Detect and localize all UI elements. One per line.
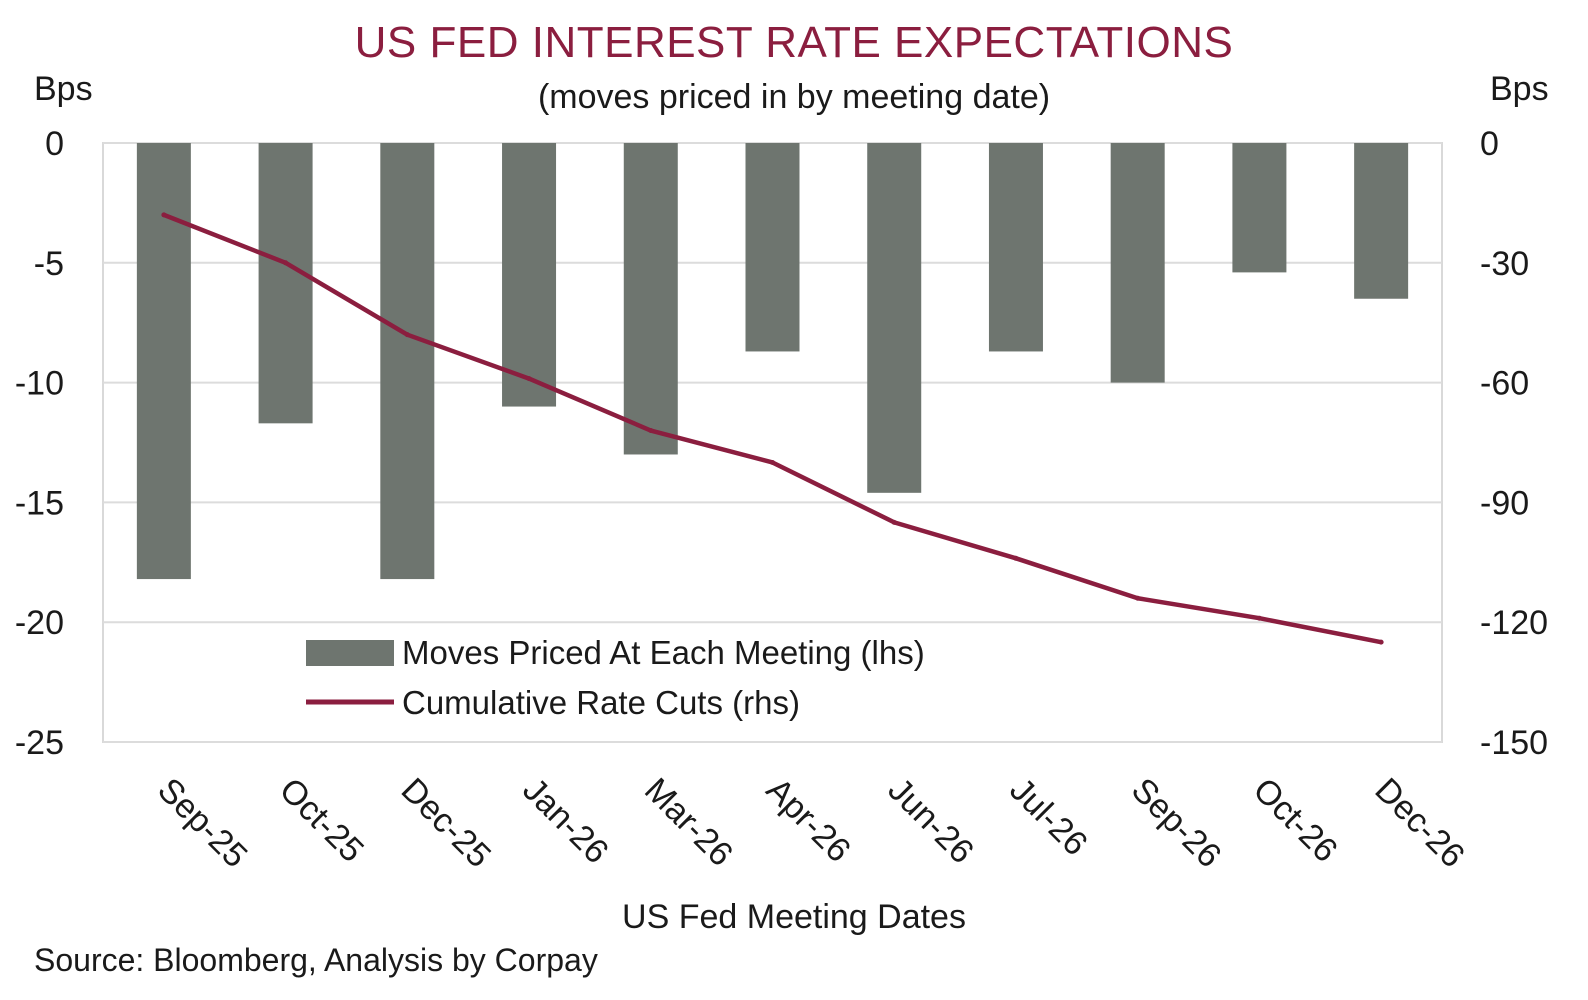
x-tick-label: Apr-26 [759,771,858,870]
x-tick-label: Dec-26 [1367,771,1471,875]
right-tick-label: -60 [1480,365,1529,403]
left-tick-label: -5 [34,245,64,283]
right-tick-label: -120 [1480,604,1548,642]
left-axis-ticks: 0 -5 -10 -15 -20 -25 [15,125,64,762]
bar-series [136,143,1409,580]
line-point [891,519,897,525]
left-axis-unit: Bps [34,70,93,108]
left-tick-label: -20 [15,604,64,642]
bar [1110,143,1165,383]
chart-title: US FED INTEREST RATE EXPECTATIONS [354,18,1234,67]
x-axis-title: US Fed Meeting Dates [622,898,966,936]
line-point [161,212,167,218]
line-point [770,459,775,465]
bar [258,143,313,424]
right-axis-ticks: 0 -30 -60 -90 -120 -150 [1480,125,1548,762]
line-point [648,428,654,434]
x-tick-label: Sep-25 [150,771,254,875]
bar [380,143,435,580]
x-tick-label: Jan-26 [515,771,615,871]
legend: Moves Priced At Each Meeting (lhs) Cumula… [306,634,925,721]
x-tick-label: Dec-25 [394,771,498,875]
legend-label-line: Cumulative Rate Cuts (rhs) [402,684,800,721]
line-point [283,260,289,266]
right-tick-label: -150 [1480,724,1548,762]
legend-label-bars: Moves Priced At Each Meeting (lhs) [402,634,925,671]
right-tick-label: 0 [1480,125,1499,163]
left-tick-label: -10 [15,365,64,403]
left-tick-label: 0 [45,125,64,163]
bar [867,143,922,493]
legend-swatch-bars [306,640,394,666]
line-point [1378,639,1384,645]
bar [623,143,678,455]
line-point [526,376,532,382]
line-point [404,332,410,338]
x-tick-label: Sep-26 [1124,771,1228,875]
x-axis-ticks: Sep-25 Oct-25 Dec-25 Jan-26 Mar-26 Apr-26 Jun-… [150,771,1472,875]
right-axis-unit: Bps [1490,70,1549,108]
bar [136,143,191,580]
bar [1354,143,1409,299]
bar [988,143,1043,352]
x-tick-label: Oct-26 [1246,771,1345,870]
x-tick-label: Mar-26 [637,771,740,874]
line-point [1013,555,1019,561]
left-tick-label: -15 [15,484,64,522]
bar [502,143,557,407]
source-note: Source: Bloomberg, Analysis by Corpay [34,942,598,978]
bar [1232,143,1287,273]
left-tick-label: -25 [15,724,64,762]
right-tick-label: -30 [1480,245,1529,283]
chart-subtitle: (moves priced in by meeting date) [537,78,1051,116]
line-point [1256,615,1262,621]
right-tick-label: -90 [1480,484,1529,522]
bar [745,143,800,352]
x-tick-label: Jul-26 [1002,771,1094,863]
line-point [1135,595,1141,601]
line-series [161,212,1384,645]
x-tick-label: Oct-25 [272,771,371,870]
x-tick-label: Jun-26 [881,771,981,871]
